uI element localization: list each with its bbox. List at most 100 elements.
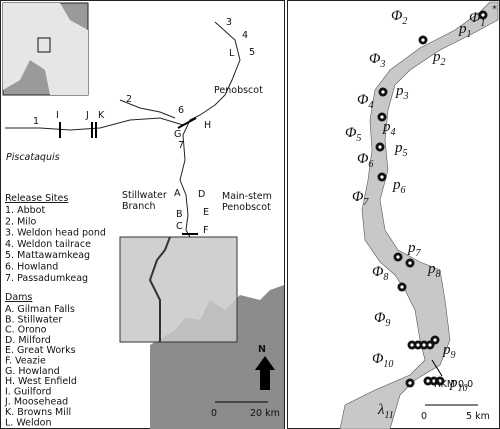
dam-label: L xyxy=(229,48,235,59)
phi-label-subscript: 8 xyxy=(383,272,388,283)
phi-label: Φ2 xyxy=(391,8,407,27)
site-label: 2 xyxy=(126,94,132,105)
receiver-marker-center xyxy=(408,381,412,385)
branch-label: Stillwater xyxy=(122,190,167,201)
phi-label-symbol: Φ xyxy=(391,8,403,24)
legend-item: C. Orono xyxy=(5,325,47,336)
river-water xyxy=(339,1,499,429)
rkm-label: RKM 0.0 xyxy=(434,379,473,390)
receiver-marker-center xyxy=(416,343,420,347)
p-label-symbol: p xyxy=(392,177,401,193)
dam-label: B xyxy=(176,209,183,220)
scale-label: 0 xyxy=(421,411,427,422)
rivers xyxy=(5,21,241,238)
phi-label-symbol: Φ xyxy=(369,51,381,67)
receiver-marker-center xyxy=(481,13,485,17)
p-label-subscript: 7 xyxy=(416,248,422,259)
legend-item: I. Guilford xyxy=(5,386,51,397)
inset-land xyxy=(3,3,88,95)
p-label-subscript: 10 xyxy=(458,383,468,394)
legend-item: 2. Milo xyxy=(5,216,37,227)
phi-label-symbol: Φ xyxy=(357,92,369,108)
legend-item: G. Howland xyxy=(5,366,60,377)
p-label-symbol: p xyxy=(394,140,403,156)
p-label-symbol: p xyxy=(432,49,441,65)
phi-label-subscript: 4 xyxy=(368,100,373,111)
phi-label: Φ1 xyxy=(469,10,485,29)
p-label: p2 xyxy=(432,49,446,68)
phi-label-subscript: 6 xyxy=(368,159,373,170)
receiver-marker-center xyxy=(400,285,404,289)
site-label: 1 xyxy=(33,116,39,127)
p-label-subscript: 4 xyxy=(391,127,396,138)
p-label-subscript: 6 xyxy=(401,185,406,196)
scale-label: 20 km xyxy=(250,408,280,419)
receiver-marker-center xyxy=(421,38,425,42)
receiver-marker-center xyxy=(438,379,442,383)
receiver-marker-center xyxy=(381,90,385,94)
p-label: p3 xyxy=(395,83,409,102)
phi-label-subscript: 7 xyxy=(363,197,369,208)
legend-item: 4. Weldon tailrace xyxy=(5,239,91,250)
legend-item: B. Stillwater xyxy=(5,314,62,325)
phi-label: Φ7 xyxy=(352,189,369,208)
lambda-label: λ11 xyxy=(377,402,394,421)
north-label: N xyxy=(258,344,266,355)
phi-label-symbol: Φ xyxy=(374,310,386,326)
river-label: Penobscot xyxy=(214,85,263,96)
legend-item: H. West Enfield xyxy=(5,376,77,387)
phi-label-subscript: 10 xyxy=(383,359,393,370)
dam-label: G xyxy=(174,129,181,140)
site-label: 6 xyxy=(178,105,184,116)
legend-item: A. Gilman Falls xyxy=(5,304,75,315)
receiver-marker-center xyxy=(408,261,412,265)
phi-label: Φ10 xyxy=(372,351,393,370)
phi-label: Φ9 xyxy=(374,310,390,329)
legend-item: 5. Mattawamkeag xyxy=(5,250,90,261)
phi-label-subscript: 1 xyxy=(480,18,485,29)
legend-title: Release Sites xyxy=(5,193,68,204)
p-label-symbol: p xyxy=(407,240,416,256)
p-label: p10 xyxy=(449,375,468,394)
p-label-subscript: 8 xyxy=(436,269,441,280)
legend-item: L. Weldon xyxy=(5,417,52,428)
p-label-symbol: p xyxy=(427,261,436,277)
legend-item: 6. Howland xyxy=(5,262,58,273)
receiver-marker-center xyxy=(432,379,436,383)
receiver-marker-center xyxy=(380,115,384,119)
p-label-symbol: p xyxy=(442,342,451,358)
legend-item: J. Moosehead xyxy=(4,397,68,408)
legend-title: Dams xyxy=(5,292,32,303)
phi-label-symbol: Φ xyxy=(357,151,369,167)
phi-label: Φ3 xyxy=(369,51,385,70)
p-label: p9 xyxy=(442,342,456,361)
p-label: p6 xyxy=(392,177,406,196)
phi-label-symbol: Φ xyxy=(345,125,357,141)
receiver-marker-center xyxy=(428,343,432,347)
study-area-box xyxy=(119,236,238,343)
dam-label: E xyxy=(203,207,209,218)
phi-label: Φ5 xyxy=(345,125,361,144)
dam-label: I xyxy=(56,110,59,121)
p-label-subscript: 5 xyxy=(403,148,408,159)
receiver-marker-center xyxy=(426,379,430,383)
dam-label: F xyxy=(203,225,208,236)
p-label-subscript: 2 xyxy=(441,57,446,68)
river-label: Piscataquis xyxy=(6,152,60,163)
north-arrow xyxy=(255,356,275,390)
legend-item: E. Great Works xyxy=(5,345,76,356)
p-label: p1 xyxy=(458,21,472,40)
phi-label: Φ8 xyxy=(372,264,388,283)
site-label: 3 xyxy=(226,17,232,28)
receiver-marker-center xyxy=(422,343,426,347)
p-label-subscript: 9 xyxy=(451,350,456,361)
phi-label-subscript: 2 xyxy=(402,16,407,27)
p-label: p8 xyxy=(427,261,441,280)
dam-label: H xyxy=(204,120,211,131)
p-label: p4 xyxy=(382,119,396,138)
star: * xyxy=(492,4,497,15)
rkm-pointer xyxy=(431,359,443,377)
p-label-symbol: p xyxy=(449,375,458,391)
p-label: p5 xyxy=(394,140,408,159)
